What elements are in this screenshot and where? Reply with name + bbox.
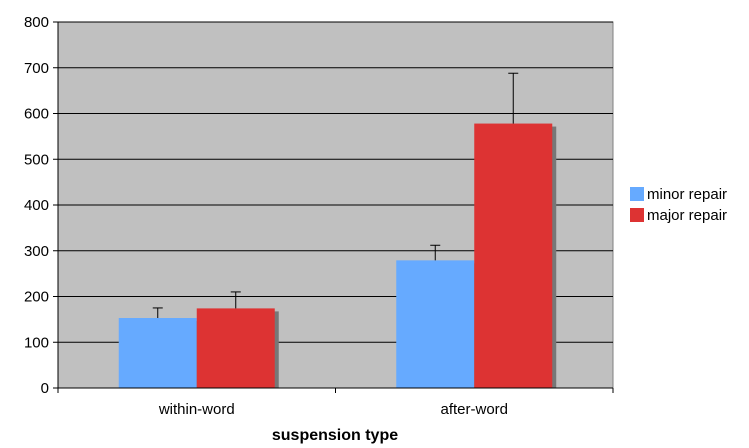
bar-major-repair xyxy=(196,308,275,388)
y-tick-label: 500 xyxy=(24,151,49,168)
y-tick-label: 100 xyxy=(24,334,49,351)
bar-minor-repair xyxy=(396,260,475,388)
x-axis-ticks: within-word after-word xyxy=(57,388,614,418)
x-axis-label: suspension type xyxy=(272,427,398,444)
bar-major-repair xyxy=(474,123,553,388)
legend-label: minor repair xyxy=(647,186,727,203)
y-tick-label: 800 xyxy=(24,14,49,31)
y-tick-label: 0 xyxy=(41,380,49,397)
y-axis-ticks: 0 100 200 300 400 500 600 700 800 xyxy=(24,14,58,397)
legend-swatch xyxy=(630,187,644,201)
y-tick-label: 200 xyxy=(24,289,49,306)
error-bars xyxy=(152,72,519,319)
legend-label: major repair xyxy=(647,207,727,224)
bar-minor-repair xyxy=(118,318,197,388)
y-tick-label: 700 xyxy=(24,60,49,77)
bars xyxy=(118,123,557,388)
legend-swatch xyxy=(630,208,644,222)
legend: minor repair major repair xyxy=(630,186,727,224)
y-tick-label: 400 xyxy=(24,197,49,214)
x-category-label: within-word xyxy=(158,401,235,418)
y-tick-label: 300 xyxy=(24,243,49,260)
x-category-label: after-word xyxy=(440,401,508,418)
y-tick-label: 600 xyxy=(24,106,49,123)
